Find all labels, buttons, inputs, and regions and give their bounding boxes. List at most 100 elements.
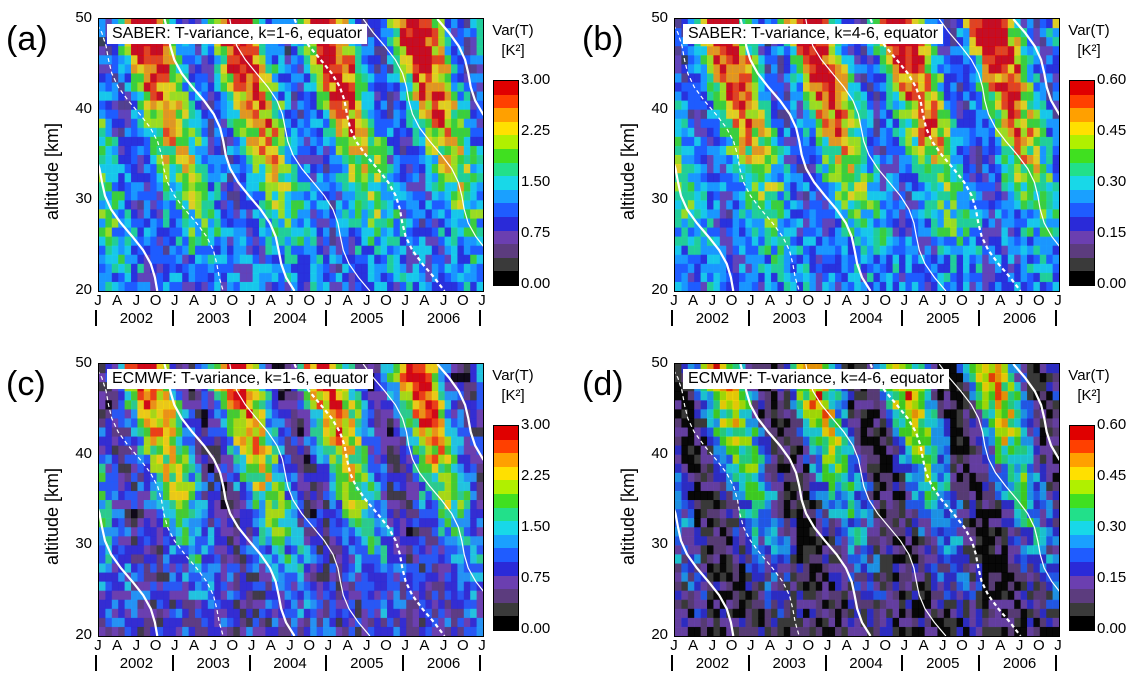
heatmap-cell xyxy=(431,91,439,102)
heatmap-cell xyxy=(143,490,151,501)
heatmap-cell xyxy=(451,73,458,83)
heatmap-cell xyxy=(476,164,483,174)
heatmap-cell xyxy=(233,409,241,419)
heatmap-cell xyxy=(278,418,286,428)
heatmap-cell xyxy=(1046,37,1054,47)
heatmap-cell xyxy=(188,155,196,165)
heatmap-cell xyxy=(348,418,356,428)
heatmap-cell xyxy=(156,445,164,456)
colorbar-title: Var(T) xyxy=(1068,22,1110,39)
heatmap-cell xyxy=(732,19,740,29)
heatmap-cell xyxy=(227,581,234,592)
colorbar-swatch xyxy=(1070,81,1094,95)
heatmap-cell xyxy=(790,64,798,74)
heatmap-cell xyxy=(841,173,849,183)
heatmap-cell xyxy=(342,127,350,138)
heatmap-cell xyxy=(399,82,407,93)
heatmap-cell xyxy=(99,626,106,636)
heatmap-cell xyxy=(105,73,113,83)
heatmap-cell xyxy=(700,109,708,120)
heatmap-cell xyxy=(924,82,932,93)
heatmap-cell xyxy=(937,46,945,56)
heatmap-cell xyxy=(956,200,964,210)
heatmap-cell xyxy=(297,527,305,537)
heatmap-cell xyxy=(470,200,478,210)
heatmap-cell xyxy=(175,155,183,165)
heatmap-cell xyxy=(111,481,119,492)
heatmap-cell xyxy=(777,218,785,229)
heatmap-cell xyxy=(188,118,196,129)
heatmap-cell xyxy=(412,55,420,65)
heatmap-cell xyxy=(131,191,138,201)
heatmap-cell xyxy=(1007,46,1015,56)
heatmap-cell xyxy=(1014,209,1022,219)
heatmap-cell xyxy=(777,245,785,256)
heatmap-cell xyxy=(195,82,202,93)
heatmap-cell xyxy=(745,272,753,283)
heatmap-cell xyxy=(348,400,356,410)
heatmap-cell xyxy=(271,127,279,138)
heatmap-cell xyxy=(431,46,439,56)
heatmap-cell xyxy=(99,518,106,528)
heatmap-cell xyxy=(143,481,151,492)
heatmap-cell xyxy=(444,209,452,219)
heatmap-cell xyxy=(943,173,951,183)
heatmap-cell xyxy=(1014,28,1022,38)
heatmap-cell xyxy=(988,145,996,156)
heatmap-cell xyxy=(137,481,145,492)
heatmap-cell xyxy=(303,427,311,438)
heatmap-cell xyxy=(675,37,682,47)
colorbar-tick-label: 0.30 xyxy=(1097,173,1127,190)
heatmap-cell xyxy=(1046,191,1054,201)
heatmap-cell xyxy=(438,209,446,219)
heatmap-cell xyxy=(195,64,202,74)
heatmap-cell xyxy=(246,527,254,537)
heatmap-cell xyxy=(387,82,394,93)
heatmap-cell xyxy=(886,55,894,65)
heatmap-cell xyxy=(975,109,983,120)
heatmap-cell xyxy=(175,536,183,546)
heatmap-cell xyxy=(694,127,702,138)
heatmap-cell xyxy=(124,200,132,210)
heatmap-cell xyxy=(841,109,849,120)
heatmap-cell xyxy=(1039,145,1047,156)
heatmap-cell xyxy=(175,145,183,156)
heatmap-cell xyxy=(726,73,734,83)
heatmap-cell xyxy=(195,100,202,111)
heatmap-cell xyxy=(246,445,254,456)
heatmap-cell xyxy=(412,218,420,229)
heatmap-cell xyxy=(355,391,362,401)
heatmap-cell xyxy=(150,590,158,601)
heatmap-cell xyxy=(246,581,254,592)
heatmap-cell xyxy=(105,509,113,519)
heatmap-cell xyxy=(463,218,471,229)
heatmap-cell xyxy=(150,272,158,283)
heatmap-cell xyxy=(124,236,132,247)
heatmap-cell xyxy=(1039,227,1047,238)
heatmap-cell xyxy=(297,164,305,174)
heatmap-cell xyxy=(841,127,849,138)
heatmap-cell xyxy=(758,182,766,192)
heatmap-cell xyxy=(1052,191,1059,201)
heatmap-cell xyxy=(790,82,798,93)
heatmap-cell xyxy=(751,82,759,93)
heatmap-cell xyxy=(1001,64,1009,74)
heatmap-cell xyxy=(355,118,362,129)
heatmap-cell xyxy=(335,218,343,229)
heatmap-cell xyxy=(431,209,439,219)
heatmap-cell xyxy=(111,155,119,165)
heatmap-cell xyxy=(335,236,343,247)
colorbar-swatch xyxy=(494,94,518,109)
heatmap-cell xyxy=(271,391,279,401)
heatmap-cell xyxy=(425,236,433,247)
heatmap-cell xyxy=(342,509,350,519)
heatmap-cell xyxy=(1046,245,1054,256)
heatmap-cell xyxy=(380,28,388,38)
heatmap-cell xyxy=(1007,73,1015,83)
heatmap-cell xyxy=(713,263,721,274)
heatmap-cell xyxy=(451,245,458,256)
heatmap-cell xyxy=(246,200,254,210)
heatmap-cell xyxy=(271,109,279,120)
heatmap-cell xyxy=(803,209,810,219)
heatmap-cell xyxy=(828,254,836,265)
